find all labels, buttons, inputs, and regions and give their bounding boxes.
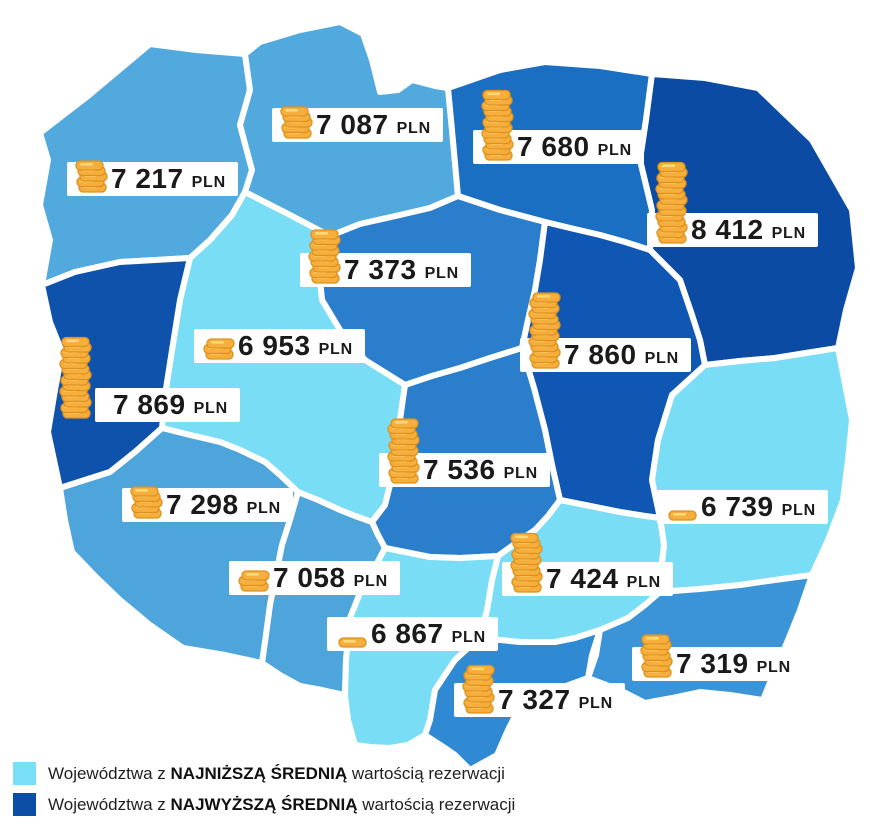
regions-layer [37,19,861,773]
legend-row-highest: Województwa z NAJWYŻSZĄ ŚREDNIĄ wartości… [13,793,515,816]
legend-label-lowest: Województwa z NAJNIŻSZĄ ŚREDNIĄ wartości… [48,763,505,783]
legend: Województwa z NAJNIŻSZĄ ŚREDNIĄ wartości… [13,762,515,824]
region-lubelskie [649,345,855,595]
legend-row-lowest: Województwa z NAJNIŻSZĄ ŚREDNIĄ wartości… [13,762,515,785]
legend-swatch-lowest [13,762,36,785]
legend-swatch-highest [13,793,36,816]
legend-label-highest: Województwa z NAJWYŻSZĄ ŚREDNIĄ wartości… [48,794,516,814]
